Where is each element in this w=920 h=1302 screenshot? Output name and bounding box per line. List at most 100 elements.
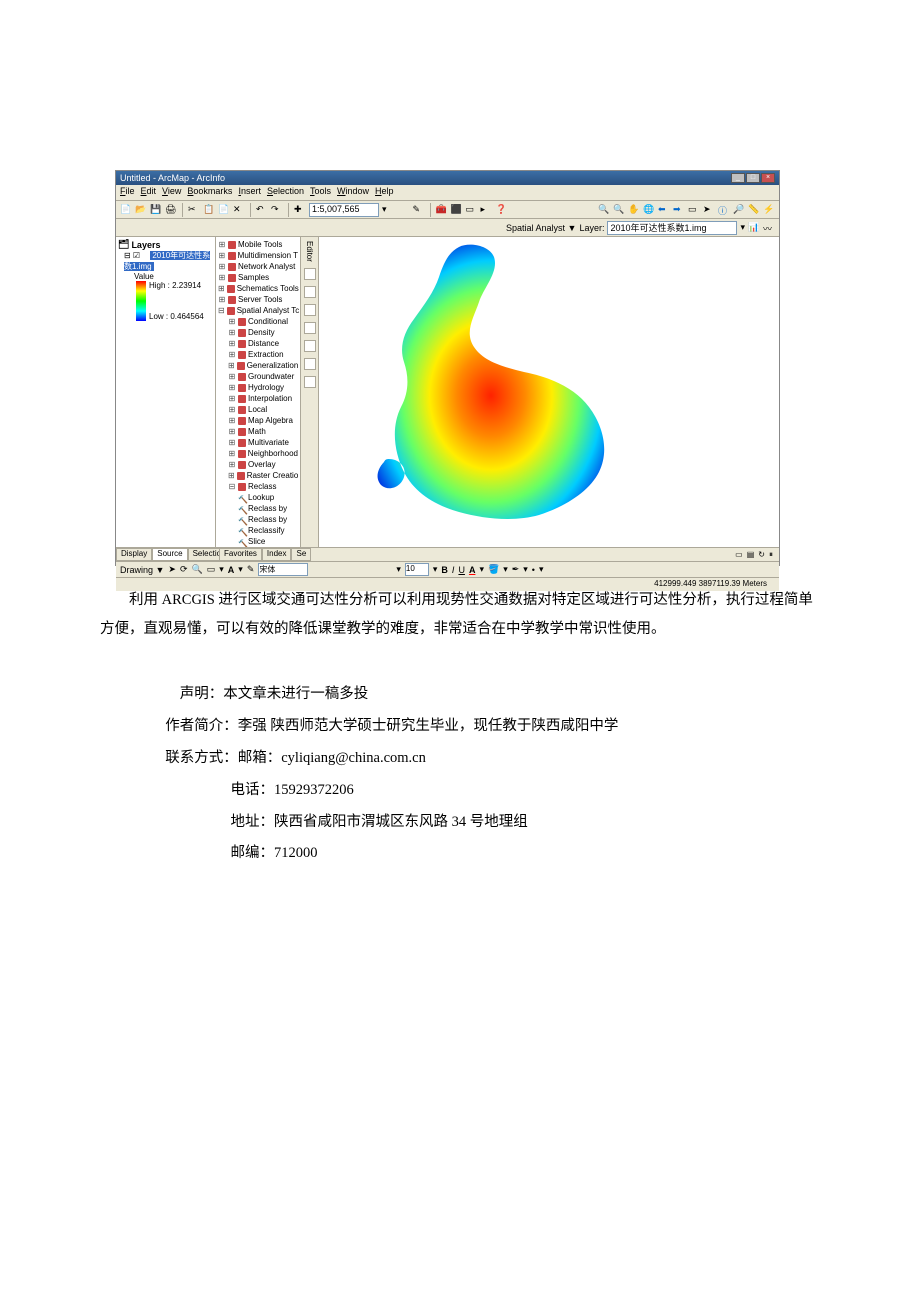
toolbox-item[interactable]: ⊞Samples <box>218 272 298 283</box>
zoom-out-icon[interactable]: 🔍 <box>613 204 625 216</box>
toc-root[interactable]: 🗂 Layers <box>118 239 213 250</box>
maximize-button[interactable]: □ <box>746 173 760 183</box>
back-icon[interactable]: ⬅ <box>658 204 670 216</box>
toolset-item[interactable]: ⊞Math <box>228 426 298 437</box>
data-view-icon[interactable]: ▭ <box>735 550 743 559</box>
font-color-icon[interactable]: A <box>469 565 476 575</box>
tab-index[interactable]: Index <box>262 548 292 561</box>
menu-bookmarks[interactable]: Bookmarks <box>187 186 232 199</box>
model-icon[interactable]: ▭ <box>466 204 478 216</box>
identify-icon[interactable]: ⓘ <box>718 204 730 216</box>
undo-icon[interactable]: ↶ <box>256 204 268 216</box>
tool-item[interactable]: 🔨Reclassify <box>238 525 298 536</box>
paste-icon[interactable]: 📄 <box>218 204 230 216</box>
toolset-item[interactable]: ⊞Map Algebra <box>228 415 298 426</box>
drawing-menu[interactable]: Drawing ▼ <box>120 565 164 575</box>
side-tool-icon[interactable] <box>304 304 316 316</box>
dropdown-arrow-icon[interactable]: ▾ <box>740 222 745 233</box>
marker-color-icon[interactable]: • <box>532 565 535 575</box>
toolset-item[interactable]: ⊞Extraction <box>228 349 298 360</box>
toolset-item[interactable]: ⊞Density <box>228 327 298 338</box>
toolset-item[interactable]: ⊞Conditional <box>228 316 298 327</box>
line-color-icon[interactable]: ✒ <box>512 564 520 575</box>
menu-insert[interactable]: Insert <box>238 186 261 199</box>
menu-edit[interactable]: Edit <box>141 186 157 199</box>
minimize-button[interactable]: _ <box>731 173 745 183</box>
side-tool-icon[interactable] <box>304 286 316 298</box>
select-icon[interactable]: ▭ <box>688 204 700 216</box>
underline-icon[interactable]: U <box>458 565 465 575</box>
side-tool-icon[interactable] <box>304 340 316 352</box>
help-icon[interactable]: ❓ <box>496 204 508 216</box>
tab-display[interactable]: Display <box>116 548 152 561</box>
pause-icon[interactable]: ⏸ <box>769 550 773 560</box>
menu-file[interactable]: File <box>120 186 135 199</box>
copy-icon[interactable]: 📋 <box>203 204 215 216</box>
editor-icon[interactable]: ✎ <box>413 204 425 216</box>
new-icon[interactable]: 📄 <box>120 204 132 216</box>
toolset-item[interactable]: ⊞Neighborhood <box>228 448 298 459</box>
toolset-item[interactable]: ⊞Distance <box>228 338 298 349</box>
print-icon[interactable]: 🖨 <box>165 204 177 216</box>
menu-tools[interactable]: Tools <box>310 186 331 199</box>
toolset-item[interactable]: ⊞Generalization <box>228 360 298 371</box>
toolbox-item[interactable]: ⊞Server Tools <box>218 294 298 305</box>
font-size-select[interactable]: 10 <box>405 563 429 576</box>
side-tool-icon[interactable] <box>304 376 316 388</box>
select-element-icon[interactable]: ➤ <box>168 564 176 575</box>
edit-icon[interactable]: ✎ <box>247 564 255 575</box>
font-family-select[interactable]: 宋体 <box>258 563 308 576</box>
scale-input[interactable]: 1:5,007,565 <box>309 203 379 217</box>
hyperlink-icon[interactable]: ⚡ <box>763 204 775 216</box>
toolset-item[interactable]: ⊞Multivariate <box>228 437 298 448</box>
italic-icon[interactable]: I <box>452 565 455 575</box>
refresh-icon[interactable]: ↻ <box>758 550 765 559</box>
map-canvas[interactable] <box>319 237 779 547</box>
side-tool-icon[interactable] <box>304 322 316 334</box>
toolset-item[interactable]: ⊞Hydrology <box>228 382 298 393</box>
rectangle-icon[interactable]: ▭ <box>207 564 216 575</box>
toolset-item[interactable]: ⊞Local <box>228 404 298 415</box>
forward-icon[interactable]: ➡ <box>673 204 685 216</box>
add-data-icon[interactable]: ✚ <box>294 204 306 216</box>
zoom-in-icon[interactable]: 🔍 <box>598 204 610 216</box>
spatial-analyst-menu[interactable]: Spatial Analyst ▼ <box>506 223 576 233</box>
arrow-icon[interactable]: ▸ <box>481 204 493 216</box>
tab-source[interactable]: Source <box>152 548 187 561</box>
find-icon[interactable]: 🔎 <box>733 204 745 216</box>
toolset-item[interactable]: ⊞Raster Creatio <box>228 470 298 481</box>
cut-icon[interactable]: ✂ <box>188 204 200 216</box>
arctoolbox-icon[interactable]: 🧰 <box>436 204 448 216</box>
full-extent-icon[interactable]: 🌐 <box>643 204 655 216</box>
save-icon[interactable]: 💾 <box>150 204 162 216</box>
toolset-item[interactable]: ⊞Interpolation <box>228 393 298 404</box>
bold-icon[interactable]: B <box>441 565 448 575</box>
tab-search[interactable]: Se <box>291 548 311 561</box>
toolbox-item[interactable]: ⊞Mobile Tools <box>218 239 298 250</box>
menu-selection[interactable]: Selection <box>267 186 304 199</box>
toc-layer-row[interactable]: ⊟ ☑ 2010年可达性系数1.img <box>124 250 213 272</box>
toolbox-item[interactable]: ⊞Schematics Tools <box>218 283 298 294</box>
open-icon[interactable]: 📂 <box>135 204 147 216</box>
fill-color-icon[interactable]: 🪣 <box>488 564 499 575</box>
histogram-icon[interactable]: 📊 <box>748 222 760 234</box>
tool-item[interactable]: 🔨Reclass by <box>238 503 298 514</box>
tab-favorites[interactable]: Favorites <box>219 548 262 561</box>
menu-view[interactable]: View <box>162 186 181 199</box>
toolbox-item[interactable]: ⊟Spatial Analyst Tc <box>218 305 298 316</box>
toolset-item[interactable]: ⊞Overlay <box>228 459 298 470</box>
layout-view-icon[interactable]: ▤ <box>747 550 755 559</box>
delete-icon[interactable]: ✕ <box>233 204 245 216</box>
side-tool-icon[interactable] <box>304 358 316 370</box>
text-icon[interactable]: A <box>228 565 235 575</box>
measure-icon[interactable]: 📏 <box>748 204 760 216</box>
contour-icon[interactable]: 〰 <box>763 222 775 234</box>
tool-item[interactable]: 🔨Lookup <box>238 492 298 503</box>
select-elements-icon[interactable]: ➤ <box>703 204 715 216</box>
toolbox-item[interactable]: ⊞Network Analyst <box>218 261 298 272</box>
toolset-item[interactable]: ⊞Groundwater <box>228 371 298 382</box>
tool-item[interactable]: 🔨Slice <box>238 536 298 547</box>
pan-icon[interactable]: ✋ <box>628 204 640 216</box>
side-tool-icon[interactable] <box>304 268 316 280</box>
close-button[interactable]: × <box>761 173 775 183</box>
